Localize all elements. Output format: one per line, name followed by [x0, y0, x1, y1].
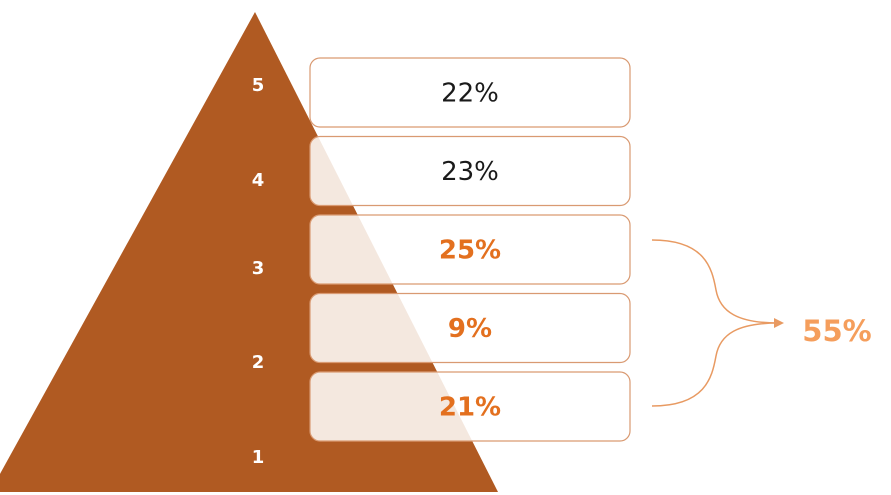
level-box-3: 25% — [309, 214, 631, 285]
level-number-4: 4 — [252, 170, 265, 191]
level-percentage: 22% — [441, 79, 499, 109]
level-box-2: 9% — [309, 292, 631, 364]
level-box-frame — [309, 57, 631, 128]
brace-connector — [651, 239, 779, 407]
level-box-frame — [309, 135, 631, 207]
level-percentage: 25% — [439, 236, 501, 266]
level-box-frame — [309, 292, 631, 364]
level-box-4: 23% — [309, 135, 631, 207]
level-number-5: 5 — [252, 75, 265, 96]
level-box-5: 22% — [309, 57, 631, 128]
level-percentage: 23% — [441, 157, 499, 187]
total-percentage: 55% — [802, 314, 871, 348]
level-percentage: 21% — [439, 393, 501, 423]
brace-arrowhead — [774, 318, 784, 328]
level-number-1: 1 — [252, 447, 265, 468]
level-number-3: 3 — [252, 258, 265, 279]
level-box-frame — [309, 214, 631, 285]
level-box-1: 21% — [309, 371, 631, 442]
level-box-frame — [309, 371, 631, 442]
level-number-2: 2 — [252, 352, 265, 373]
level-percentage: 9% — [448, 314, 492, 344]
